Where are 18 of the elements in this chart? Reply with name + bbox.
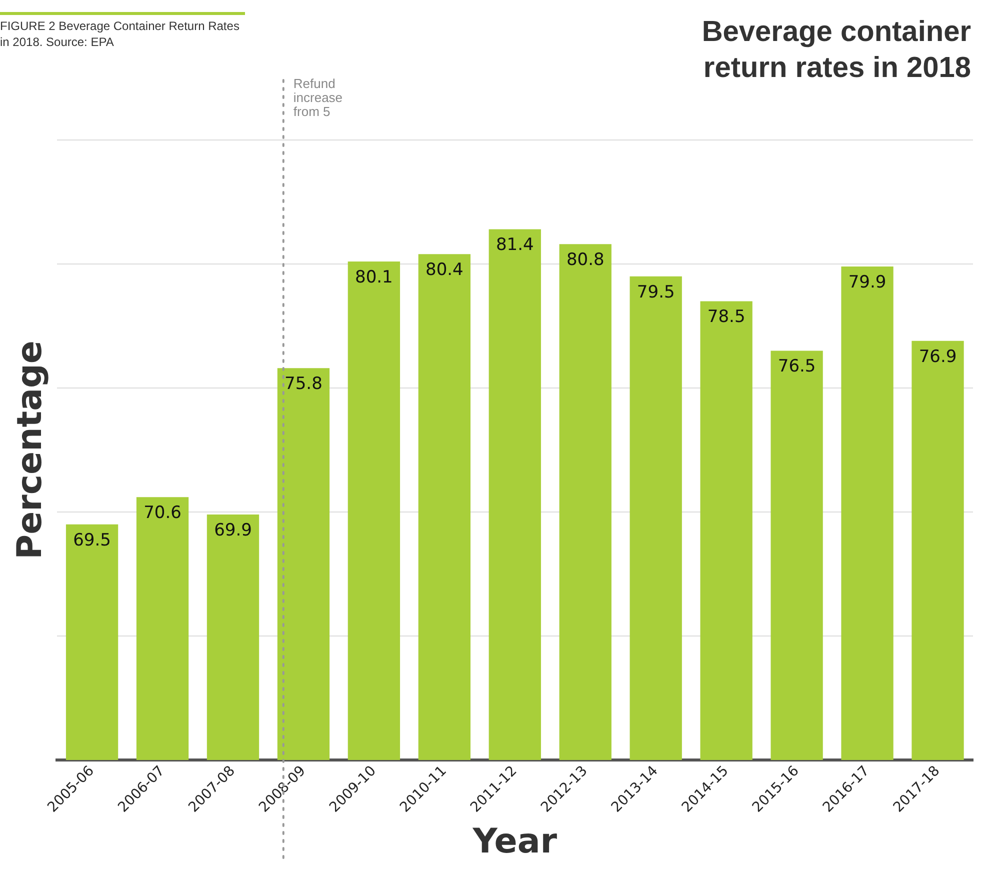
data-label: 76.9 <box>918 346 957 367</box>
data-label: 75.8 <box>284 374 322 394</box>
data-label: 78.5 <box>707 307 746 328</box>
chart-title: Beverage container return rates in 2018 <box>700 15 971 86</box>
data-label: 69.5 <box>73 530 111 550</box>
y-axis-title: Percentage <box>10 340 50 560</box>
data-label: 69.9 <box>214 520 252 540</box>
data-label: 79.9 <box>848 272 886 292</box>
data-label: 80.1 <box>355 267 393 288</box>
x-axis-title: Year <box>472 821 558 862</box>
data-label: 80.8 <box>566 250 604 270</box>
data-label: 80.4 <box>425 260 464 280</box>
data-label: 70.6 <box>144 503 182 524</box>
data-label: 76.5 <box>778 356 816 377</box>
data-label: 79.5 <box>636 282 675 302</box>
caption: FIGURE 2 Beverage Container Return Rates in 2018. Source: EPA <box>0 18 240 50</box>
ref-line-label: Refund increase from 5 <box>293 76 343 120</box>
data-label: 81.4 <box>496 235 534 256</box>
